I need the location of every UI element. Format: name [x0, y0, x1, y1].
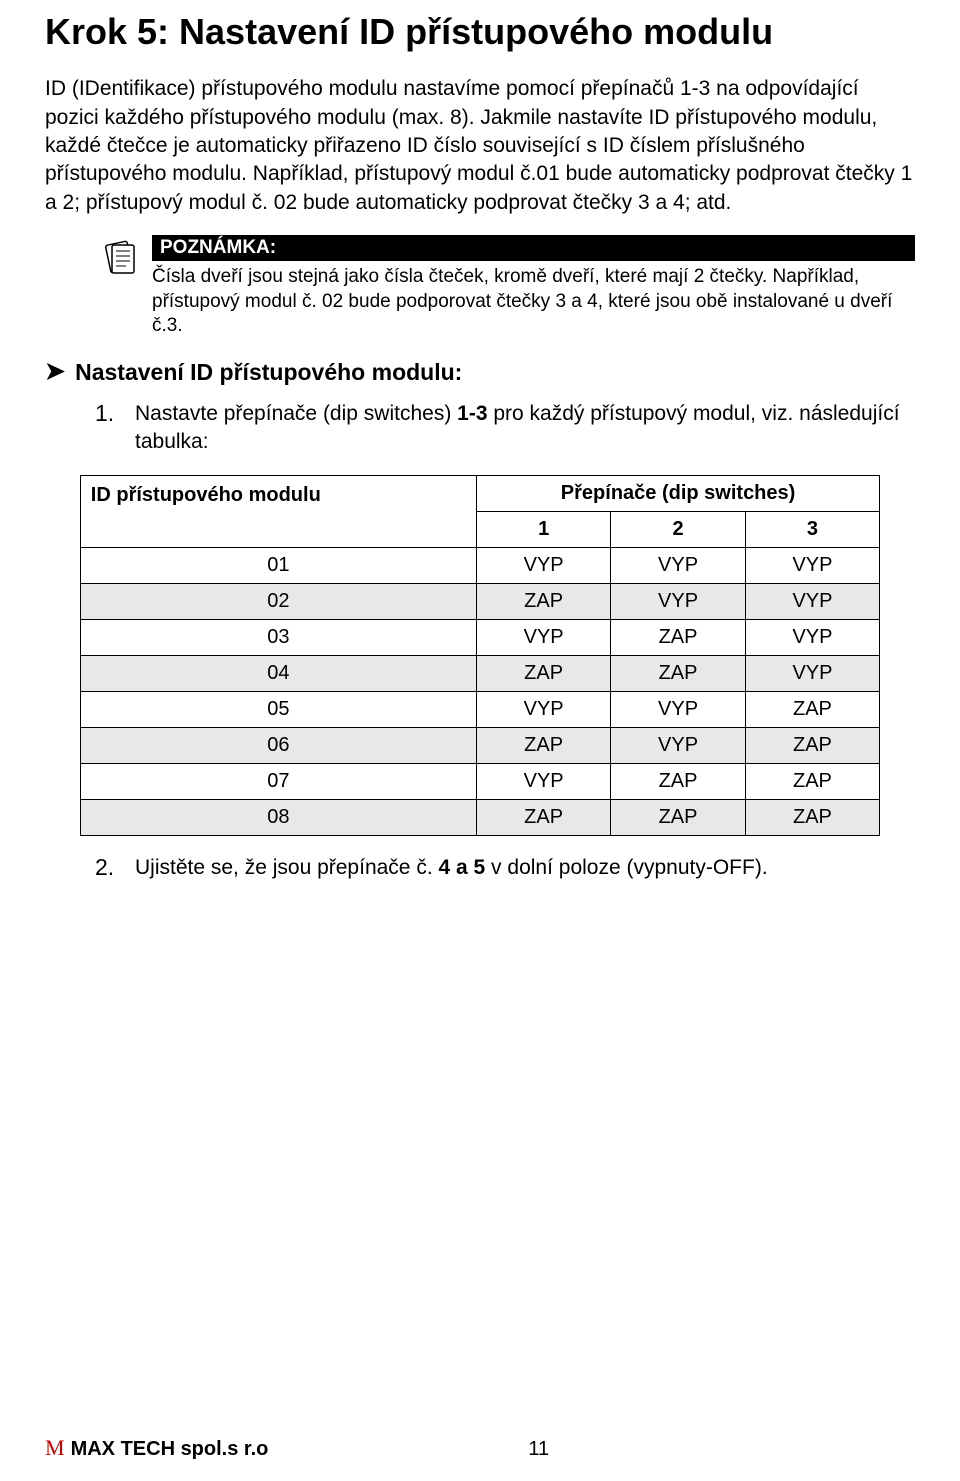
table-row: 05VYPVYPZAP [80, 691, 879, 727]
step-1: 1. Nastavte přepínače (dip switches) 1-3… [95, 400, 915, 457]
cell: ZAP [745, 799, 879, 835]
cell: ZAP [745, 763, 879, 799]
dip-table-body: 01VYPVYPVYP 02ZAPVYPVYP 03VYPZAPVYP 04ZA… [80, 547, 879, 835]
step-2: 2. Ujistěte se, že jsou přepínače č. 4 a… [95, 854, 915, 882]
step-text: Nastavte přepínače (dip switches) 1-3 pr… [135, 400, 915, 457]
cell: VYP [745, 655, 879, 691]
note-header: POZNÁMKA: [152, 235, 915, 261]
page-footer: M MAX TECH spol.s r.o 11 [45, 1435, 915, 1461]
cell: ZAP [611, 763, 745, 799]
step2-a: Ujistěte se, že jsou přepínače č. [135, 856, 439, 879]
step1-b: 1-3 [457, 402, 487, 425]
cell: VYP [745, 547, 879, 583]
cell-id: 07 [80, 763, 476, 799]
cell: VYP [476, 547, 610, 583]
cell: ZAP [476, 799, 610, 835]
page-title: Krok 5: Nastavení ID přístupového modulu [45, 10, 915, 53]
table-row: 03VYPZAPVYP [80, 619, 879, 655]
table-row: 07VYPZAPZAP [80, 763, 879, 799]
cell: VYP [611, 547, 745, 583]
cell: ZAP [611, 655, 745, 691]
cell-id: 06 [80, 727, 476, 763]
cell-id: 03 [80, 619, 476, 655]
cell: VYP [476, 619, 610, 655]
cell: ZAP [476, 727, 610, 763]
cell-id: 04 [80, 655, 476, 691]
intro-paragraph: ID (IDentifikace) přístupového modulu na… [45, 75, 915, 217]
cell: VYP [476, 691, 610, 727]
table-row: 02ZAPVYPVYP [80, 583, 879, 619]
cell: ZAP [476, 583, 610, 619]
col-switches-header: Přepínače (dip switches) [476, 475, 879, 511]
step-text: Ujistěte se, že jsou přepínače č. 4 a 5 … [135, 854, 768, 882]
cell: ZAP [745, 727, 879, 763]
cell: ZAP [611, 799, 745, 835]
note-text: Čísla dveří jsou stejná jako čísla čteče… [152, 265, 915, 339]
cell: ZAP [611, 619, 745, 655]
cell-id: 08 [80, 799, 476, 835]
footer-page-number: 11 [528, 1438, 549, 1461]
section-heading-row: ➤ Nastavení ID přístupového modulu: [45, 359, 915, 386]
col-2-header: 2 [611, 511, 745, 547]
note-block: POZNÁMKA: Čísla dveří jsou stejná jako č… [100, 235, 915, 339]
cell-id: 02 [80, 583, 476, 619]
cell: VYP [611, 691, 745, 727]
col-3-header: 3 [745, 511, 879, 547]
col-1-header: 1 [476, 511, 610, 547]
cell: VYP [745, 583, 879, 619]
step2-b: 4 a 5 [439, 856, 486, 879]
table-row: 08ZAPZAPZAP [80, 799, 879, 835]
cell-id: 01 [80, 547, 476, 583]
dip-switch-table: ID přístupového modulu Přepínače (dip sw… [80, 475, 880, 836]
cell: ZAP [476, 655, 610, 691]
table-row: 04ZAPZAPVYP [80, 655, 879, 691]
step-number: 2. [95, 854, 121, 881]
step-number: 1. [95, 400, 121, 427]
step1-a: Nastavte přepínače (dip switches) [135, 402, 457, 425]
step2-c: v dolní poloze (vypnuty-OFF). [485, 856, 767, 879]
cell: VYP [611, 583, 745, 619]
table-row: 06ZAPVYPZAP [80, 727, 879, 763]
cell: VYP [745, 619, 879, 655]
col-id-header: ID přístupového modulu [80, 475, 476, 547]
cell: ZAP [745, 691, 879, 727]
cell: VYP [476, 763, 610, 799]
section-title: Nastavení ID přístupového modulu: [75, 359, 462, 386]
arrow-icon: ➤ [45, 360, 65, 384]
note-icon [100, 237, 140, 277]
table-row: 01VYPVYPVYP [80, 547, 879, 583]
footer-m: M [45, 1435, 65, 1461]
cell-id: 05 [80, 691, 476, 727]
cell: VYP [611, 727, 745, 763]
footer-company: MAX TECH spol.s r.o [71, 1438, 269, 1461]
